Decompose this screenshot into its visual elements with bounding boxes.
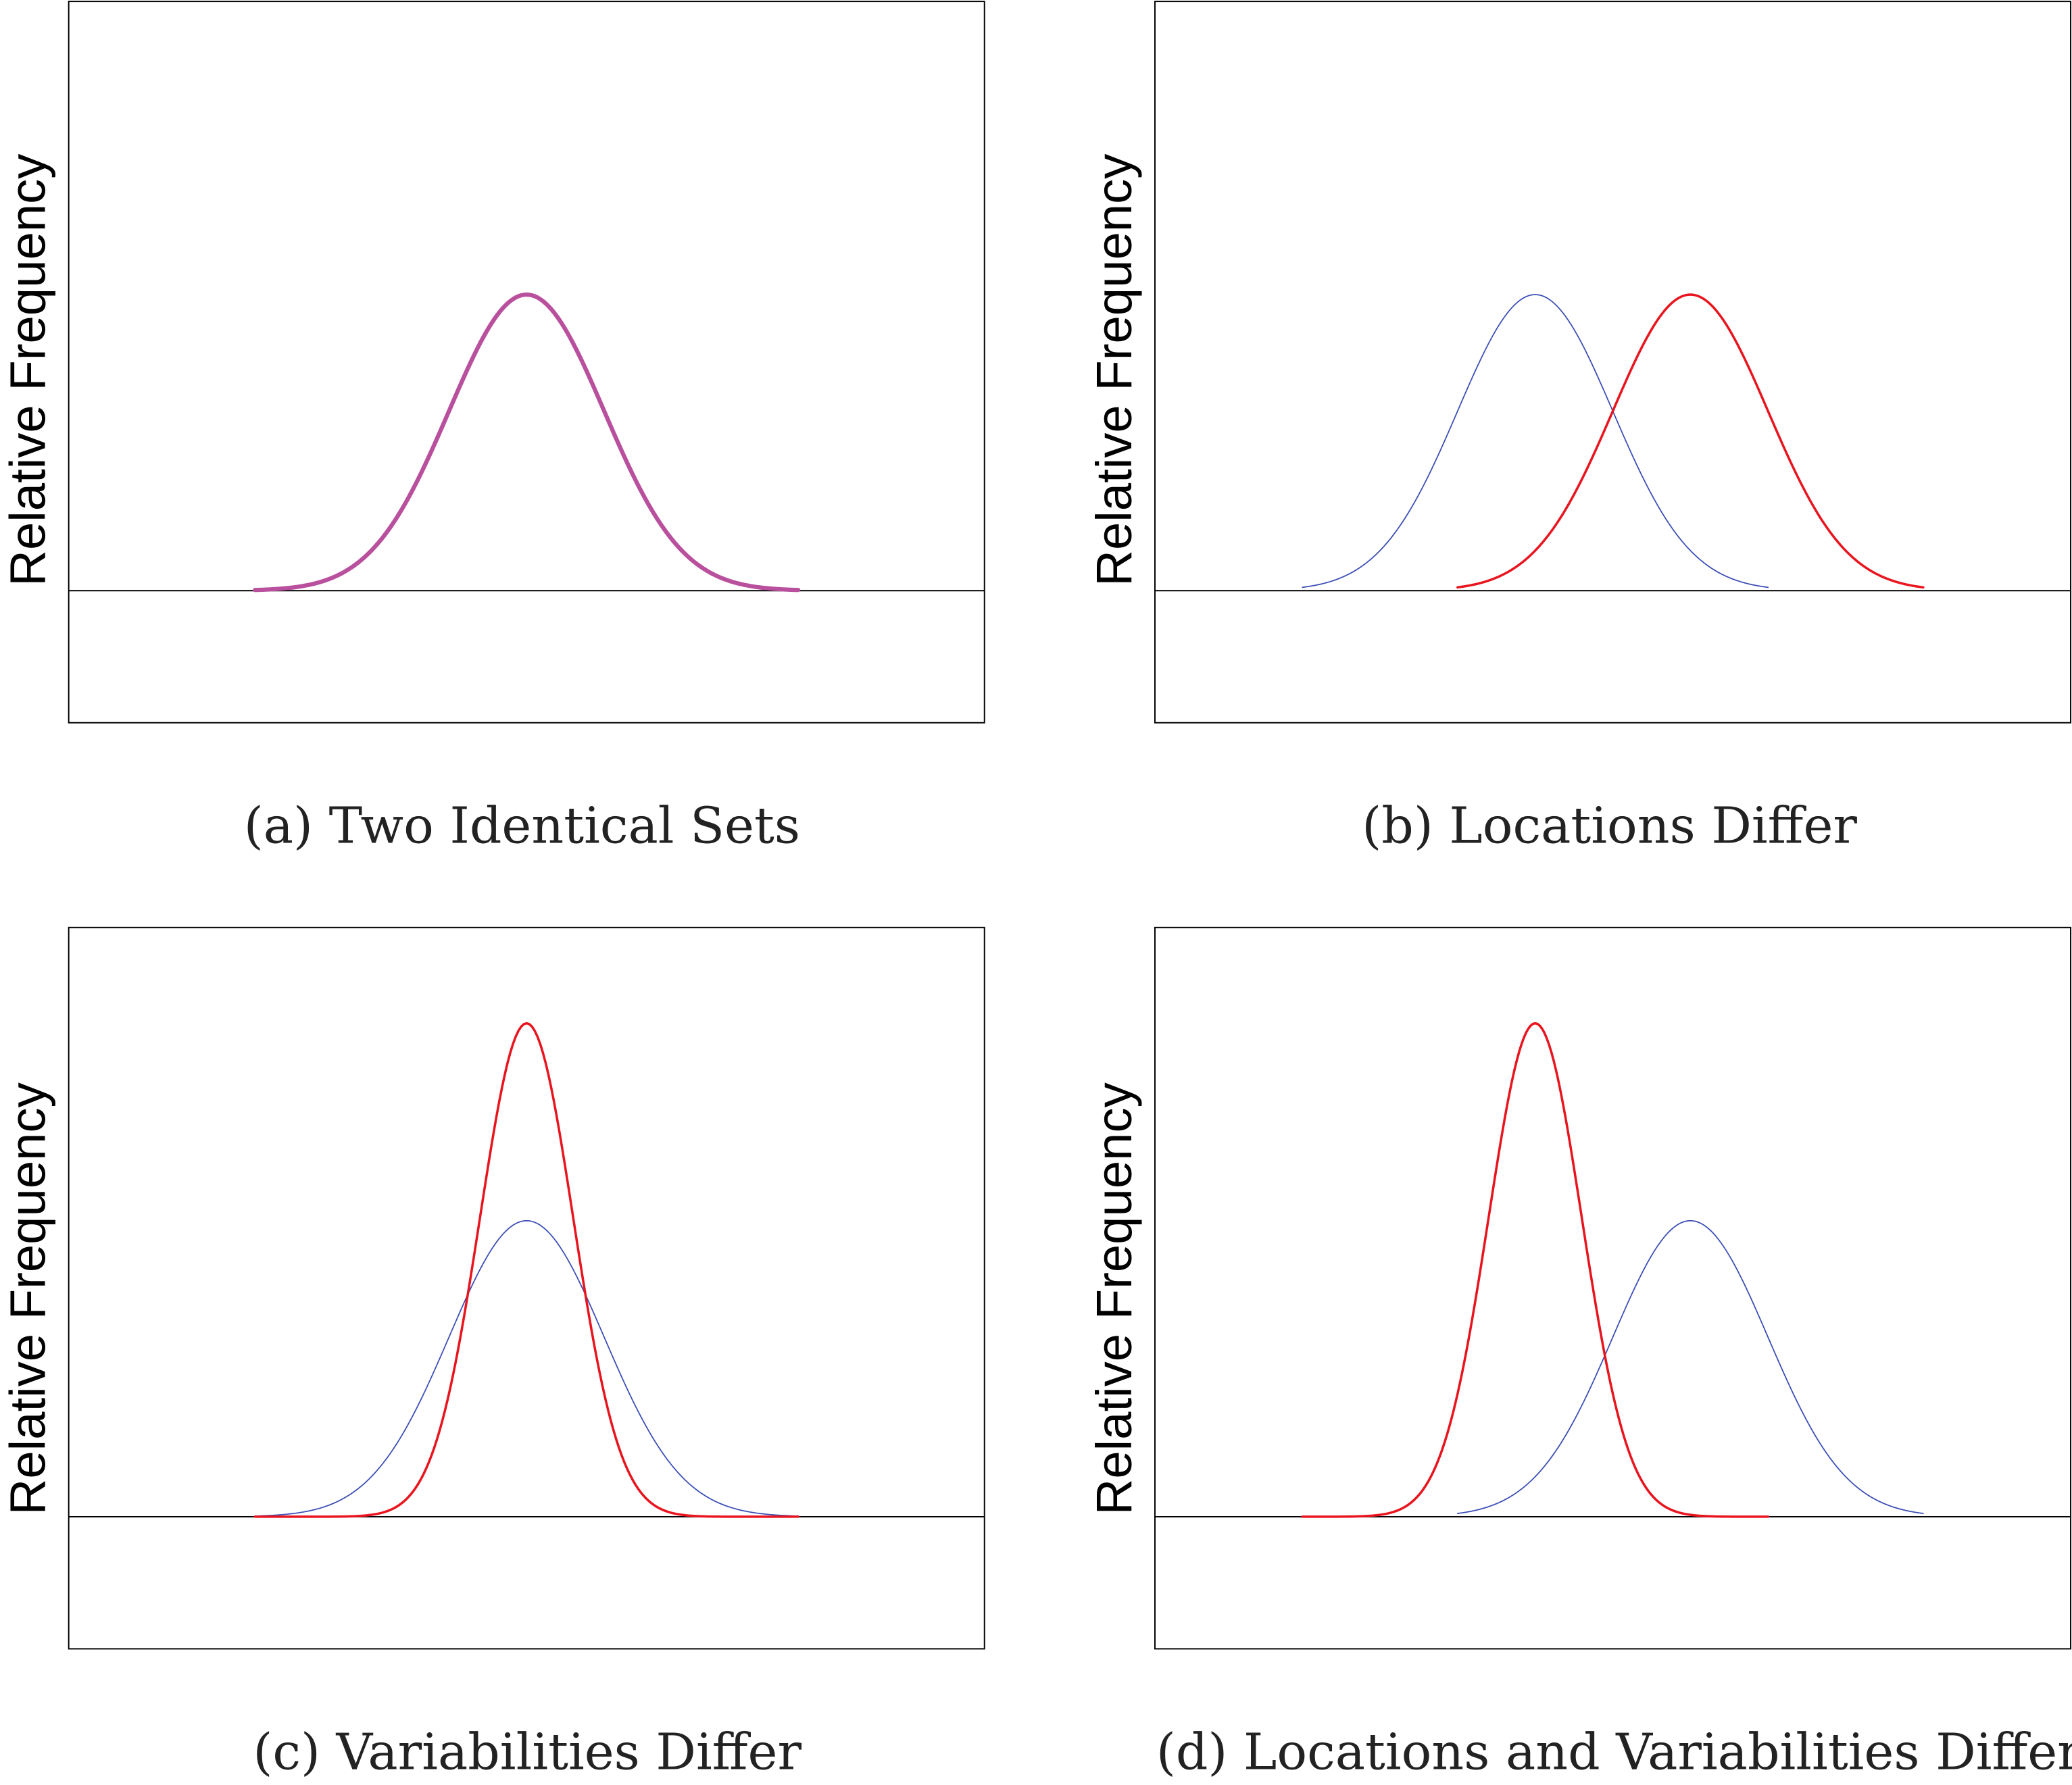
- distribution-curve: [254, 1220, 799, 1517]
- y-axis-label: Relative Frequency: [1086, 1082, 1142, 1515]
- panel-b: Relative Frequency (b) Locations Differ: [1086, 1, 2072, 855]
- distribution-curve: [253, 1022, 799, 1518]
- panel-a: Relative Frequency (a) Two Identical Set…: [0, 1, 985, 855]
- panel-d: Relative Frequency (d) Locations and Var…: [1086, 926, 2072, 1781]
- plot-frame: [1154, 1, 2072, 724]
- panel-caption: (d) Locations and Variabilities Differ: [1156, 1722, 2072, 1781]
- distribution-curve: [1456, 293, 1925, 589]
- plot-frame: [1154, 926, 2072, 1650]
- distribution-curve: [253, 292, 801, 593]
- distribution-curve: [1456, 1220, 1924, 1514]
- plot-frame: [68, 926, 985, 1650]
- y-axis-label: Relative Frequency: [0, 1082, 55, 1515]
- y-axis-label: Relative Frequency: [0, 154, 55, 586]
- distribution-curve: [1301, 1022, 1769, 1518]
- plot-frame: [68, 1, 985, 724]
- panel-caption: (a) Two Identical Sets: [244, 797, 800, 855]
- distribution-curve: [1302, 294, 1769, 588]
- panel-caption: (b) Locations Differ: [1362, 797, 1857, 855]
- panel-caption: (c) Variabilities Differ: [253, 1722, 801, 1781]
- y-axis-label: Relative Frequency: [1086, 154, 1142, 586]
- panel-c: Relative Frequency (c) Variabilities Dif…: [0, 926, 985, 1781]
